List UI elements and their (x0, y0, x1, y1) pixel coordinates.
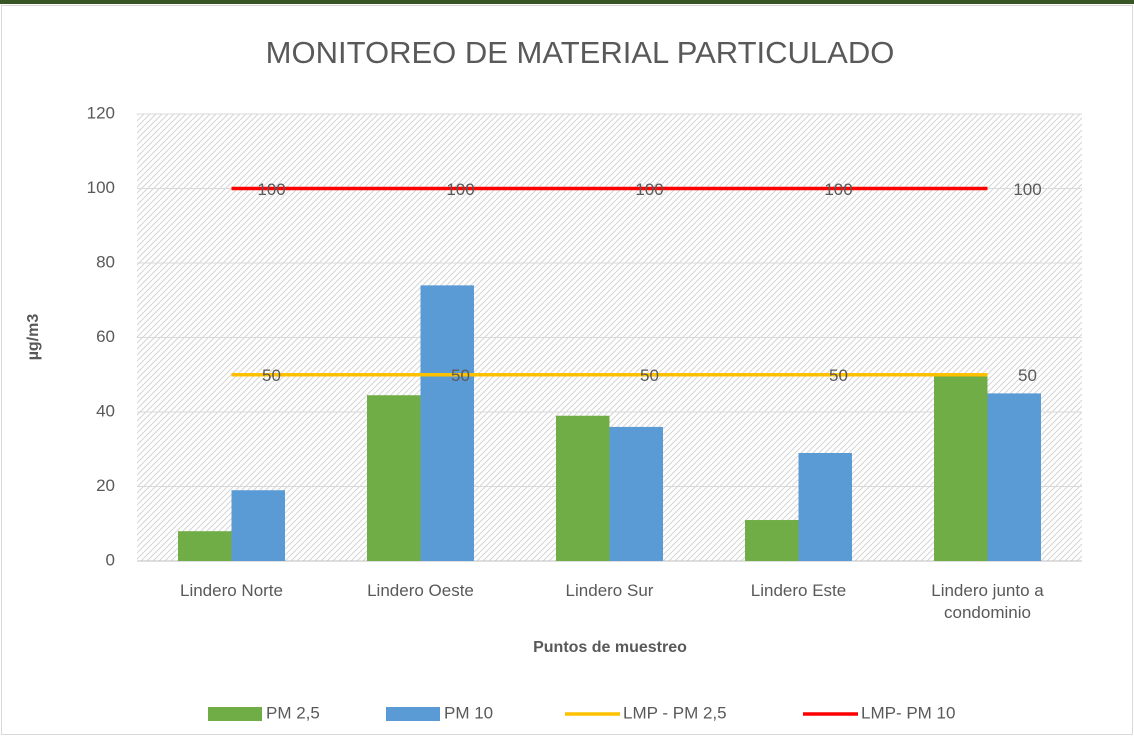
x-tick-label: Lindero junto a condominio (931, 581, 1044, 622)
chart-title: MONITOREO DE MATERIAL PARTICULADO (266, 35, 895, 70)
y-tick-label: 100 (87, 178, 115, 197)
y-tick-label: 0 (106, 550, 115, 569)
data-label: 50 (640, 366, 659, 385)
x-tick-label: Lindero Norte (179, 581, 283, 600)
y-axis-title: µg/m3 (25, 314, 42, 361)
data-label: 50 (451, 366, 470, 385)
bar (798, 452, 852, 561)
data-label: 100 (1013, 180, 1041, 199)
bar (367, 395, 421, 561)
x-tick-label: Lindero Oeste (367, 581, 474, 600)
data-label: 100 (446, 180, 474, 199)
x-tick-label: Lindero Este (750, 581, 847, 600)
legend-label: LMP - PM 2,5 (623, 703, 727, 722)
legend-label: PM 2,5 (266, 703, 320, 722)
bar (987, 393, 1041, 561)
top-border (0, 0, 1134, 4)
bar (609, 426, 663, 561)
bar (556, 415, 610, 561)
data-label: 100 (257, 180, 285, 199)
bar (178, 531, 232, 561)
legend-label: LMP- PM 10 (861, 703, 955, 722)
data-label: 50 (1018, 366, 1037, 385)
y-tick-label: 120 (87, 103, 115, 122)
data-label: 100 (824, 180, 852, 199)
bar (420, 285, 474, 561)
y-tick-label: 40 (96, 401, 115, 420)
bar (745, 520, 799, 561)
y-tick-label: 20 (96, 476, 115, 495)
x-tick-label: Lindero Sur (565, 581, 654, 600)
y-tick-label: 80 (96, 252, 115, 271)
data-label: 50 (262, 366, 281, 385)
data-label: 100 (635, 180, 663, 199)
bar (934, 374, 988, 561)
legend-swatch (208, 707, 262, 721)
bar (231, 490, 285, 561)
frame (1, 5, 1133, 735)
legend-swatch (386, 707, 440, 721)
y-tick-label: 60 (96, 327, 115, 346)
legend-label: PM 10 (444, 703, 493, 722)
x-axis-title: Puntos de muestreo (533, 639, 687, 656)
data-label: 50 (829, 366, 848, 385)
